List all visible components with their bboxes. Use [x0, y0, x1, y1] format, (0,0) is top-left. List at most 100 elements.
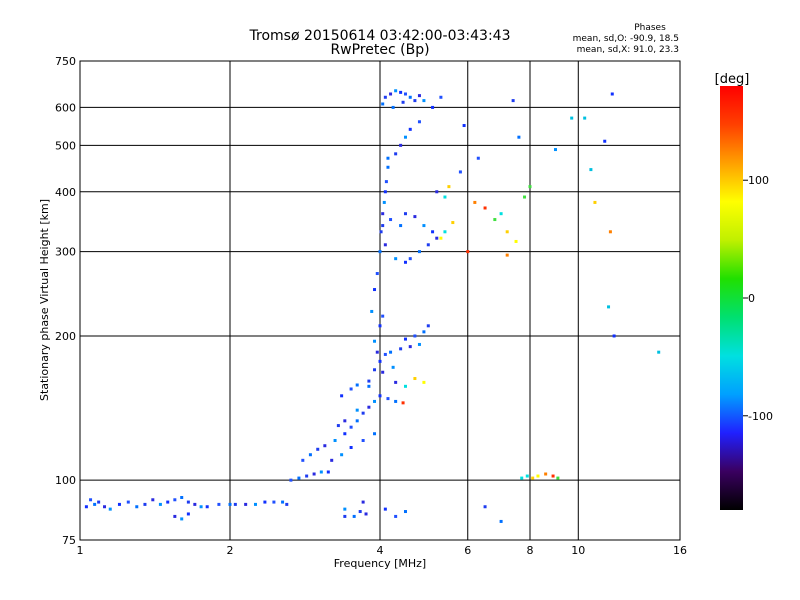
data-point	[394, 89, 398, 93]
data-point	[186, 500, 190, 504]
data-point	[505, 230, 509, 234]
data-point	[378, 324, 382, 328]
data-point	[383, 95, 387, 99]
data-point	[375, 272, 379, 276]
data-point	[426, 324, 430, 328]
data-point	[143, 502, 147, 506]
data-point	[381, 212, 385, 216]
data-point	[370, 309, 374, 313]
data-point	[373, 368, 377, 372]
data-point	[408, 95, 412, 99]
data-point	[443, 195, 447, 199]
data-point	[89, 498, 93, 502]
x-tick-label: 1	[77, 544, 84, 557]
data-point	[330, 458, 334, 462]
data-point	[403, 260, 407, 264]
data-point	[386, 165, 390, 169]
x-axis-label: Frequency [MHz]	[334, 557, 426, 570]
data-point	[233, 502, 237, 506]
data-point	[343, 432, 347, 436]
data-point	[413, 377, 417, 381]
data-point	[399, 90, 403, 94]
data-point	[367, 405, 371, 409]
data-point	[403, 135, 407, 139]
data-point	[476, 156, 480, 160]
data-point	[375, 350, 379, 354]
data-point	[381, 224, 385, 228]
data-point	[499, 212, 503, 216]
data-point	[520, 476, 524, 480]
y-tick-label: 500	[55, 139, 76, 152]
data-point	[343, 514, 347, 518]
data-point	[336, 424, 340, 428]
data-point	[361, 439, 365, 443]
data-point	[589, 168, 593, 172]
data-point	[343, 507, 347, 511]
data-point	[391, 105, 395, 109]
data-point	[431, 105, 435, 109]
data-point	[403, 337, 407, 341]
data-point	[205, 505, 209, 509]
data-point	[93, 502, 97, 506]
data-point	[399, 347, 403, 351]
data-point	[378, 250, 382, 254]
data-point	[384, 180, 388, 184]
phase-box-line-x: mean, sd,X: 91.0, 23.3	[577, 45, 679, 55]
data-point	[401, 100, 405, 104]
phase-box-title: Phases	[634, 23, 666, 33]
axis-ticks: 1 2 4 6 8 10 16 75 100 200 300 400 500 600 750	[55, 55, 687, 557]
data-point	[413, 99, 417, 103]
data-point	[355, 419, 359, 423]
data-point	[379, 230, 383, 234]
colorbar	[720, 86, 743, 510]
data-point	[403, 212, 407, 216]
data-point	[373, 399, 377, 403]
data-point	[289, 478, 293, 482]
data-point	[126, 500, 130, 504]
data-point	[394, 257, 398, 261]
data-point	[381, 102, 385, 106]
data-point	[117, 502, 121, 506]
data-point	[355, 408, 359, 412]
data-point	[403, 92, 407, 96]
data-point	[422, 380, 426, 384]
x-tick-label: 4	[377, 544, 384, 557]
data-point	[180, 495, 184, 499]
data-point	[531, 476, 535, 480]
data-point	[403, 384, 407, 388]
data-point	[391, 365, 395, 369]
data-point	[323, 444, 327, 448]
data-point	[603, 139, 607, 143]
data-point	[607, 305, 611, 309]
data-point	[408, 257, 412, 261]
data-point	[431, 230, 435, 234]
data-point	[301, 458, 305, 462]
y-tick-label: 600	[55, 101, 76, 114]
data-point	[422, 224, 426, 228]
data-point	[383, 507, 387, 511]
data-point	[462, 124, 466, 128]
y-tick-label: 200	[55, 330, 76, 343]
data-point	[382, 200, 386, 204]
data-point	[517, 135, 521, 139]
data-point	[399, 143, 403, 147]
data-point	[389, 92, 393, 96]
data-point	[361, 500, 365, 504]
data-point	[544, 472, 548, 476]
data-point	[657, 350, 661, 354]
data-point	[151, 498, 155, 502]
data-point	[511, 99, 515, 103]
y-tick-label: 75	[62, 534, 76, 547]
data-point	[394, 152, 398, 156]
data-point	[443, 230, 447, 234]
data-point	[408, 127, 412, 131]
data-point	[528, 185, 532, 189]
data-point	[499, 519, 503, 523]
data-point	[84, 505, 88, 509]
data-point	[253, 502, 257, 506]
data-point	[103, 505, 107, 509]
data-point	[305, 474, 309, 478]
data-point	[413, 215, 417, 219]
data-point	[536, 474, 540, 478]
data-point	[553, 148, 557, 152]
